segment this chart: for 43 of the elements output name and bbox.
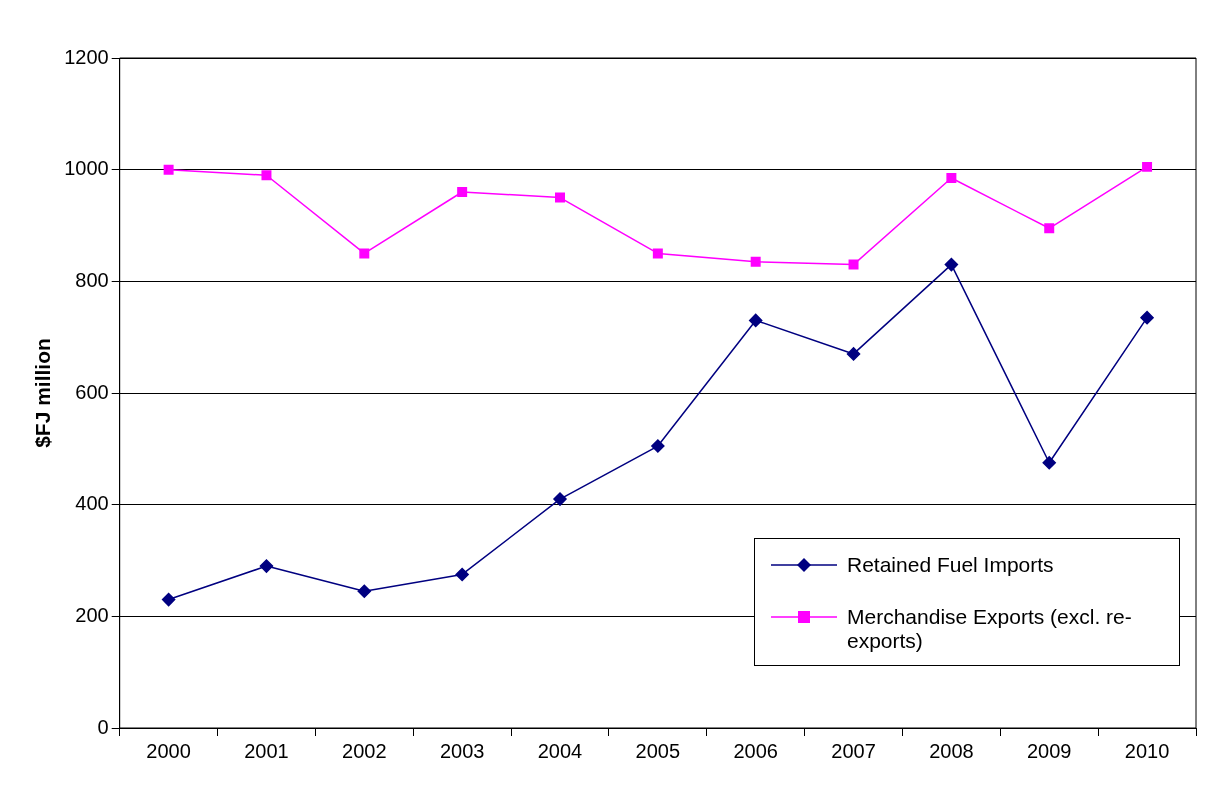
y-axis-title: $FJ million (31, 338, 55, 448)
y-tick-label: 400 (75, 492, 109, 515)
y-tick-label: 1000 (64, 157, 109, 180)
x-tick-label: 2000 (146, 739, 191, 762)
x-tick-label: 2002 (342, 739, 387, 762)
point (555, 192, 565, 203)
y-tick-label: 600 (75, 380, 109, 403)
point (259, 559, 274, 573)
x-tick-label: 2005 (635, 739, 681, 762)
x-tick-label: 2008 (929, 739, 974, 762)
x-tick-label: 2009 (1026, 739, 1072, 762)
point (357, 584, 372, 598)
point (161, 592, 176, 607)
point (359, 248, 370, 259)
point (944, 257, 959, 272)
point (1142, 161, 1153, 172)
point (553, 492, 567, 506)
point (946, 173, 957, 184)
x-tick-label: 2003 (439, 739, 485, 762)
point (1044, 223, 1055, 234)
y-tick-label: 0 (97, 715, 109, 738)
point (261, 170, 272, 181)
x-tick-label: 2006 (733, 739, 778, 762)
legend-label: Retained Fuel Imports (847, 553, 1054, 577)
point (651, 439, 665, 453)
y-tick-label: 1200 (64, 45, 109, 68)
y-tick-label: 200 (75, 603, 109, 626)
legend-label: Merchandise Exports (excl. re-exports) (847, 605, 1133, 653)
point (846, 347, 861, 361)
point (455, 567, 469, 582)
point (750, 256, 761, 267)
point (457, 187, 468, 197)
x-tick-label: 2010 (1124, 739, 1170, 762)
x-tick-label: 2001 (244, 739, 289, 762)
x-tick-label: 2007 (831, 739, 876, 762)
point (748, 313, 763, 328)
point (163, 164, 174, 175)
x-tick-label: 2004 (537, 739, 583, 762)
point (652, 248, 663, 259)
point (1140, 310, 1154, 325)
y-tick-label: 800 (75, 268, 109, 291)
point (1042, 456, 1056, 470)
point (848, 259, 859, 270)
